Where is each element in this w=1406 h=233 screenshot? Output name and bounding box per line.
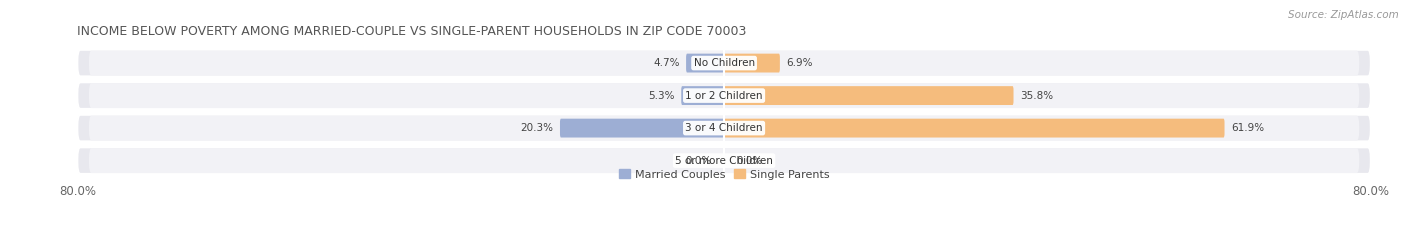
Text: No Children: No Children <box>693 58 755 68</box>
FancyBboxPatch shape <box>724 54 780 72</box>
Text: 20.3%: 20.3% <box>520 123 554 133</box>
FancyBboxPatch shape <box>724 119 1225 137</box>
FancyBboxPatch shape <box>77 82 1371 109</box>
Text: 61.9%: 61.9% <box>1232 123 1264 133</box>
Text: 5 or more Children: 5 or more Children <box>675 156 773 166</box>
Text: 0.0%: 0.0% <box>737 156 762 166</box>
Legend: Married Couples, Single Parents: Married Couples, Single Parents <box>617 167 831 182</box>
FancyBboxPatch shape <box>724 86 1014 105</box>
FancyBboxPatch shape <box>89 148 1360 173</box>
Text: 4.7%: 4.7% <box>654 58 679 68</box>
Text: INCOME BELOW POVERTY AMONG MARRIED-COUPLE VS SINGLE-PARENT HOUSEHOLDS IN ZIP COD: INCOME BELOW POVERTY AMONG MARRIED-COUPL… <box>77 25 747 38</box>
FancyBboxPatch shape <box>89 83 1360 108</box>
FancyBboxPatch shape <box>686 54 724 72</box>
Text: 0.0%: 0.0% <box>686 156 711 166</box>
FancyBboxPatch shape <box>89 51 1360 75</box>
FancyBboxPatch shape <box>77 50 1371 76</box>
FancyBboxPatch shape <box>77 115 1371 141</box>
FancyBboxPatch shape <box>560 119 724 137</box>
FancyBboxPatch shape <box>77 147 1371 174</box>
Text: 1 or 2 Children: 1 or 2 Children <box>685 91 763 101</box>
Text: 6.9%: 6.9% <box>786 58 813 68</box>
Text: 35.8%: 35.8% <box>1019 91 1053 101</box>
Text: 3 or 4 Children: 3 or 4 Children <box>685 123 763 133</box>
FancyBboxPatch shape <box>89 116 1360 140</box>
FancyBboxPatch shape <box>682 86 724 105</box>
Text: Source: ZipAtlas.com: Source: ZipAtlas.com <box>1288 10 1399 21</box>
Text: 5.3%: 5.3% <box>648 91 675 101</box>
